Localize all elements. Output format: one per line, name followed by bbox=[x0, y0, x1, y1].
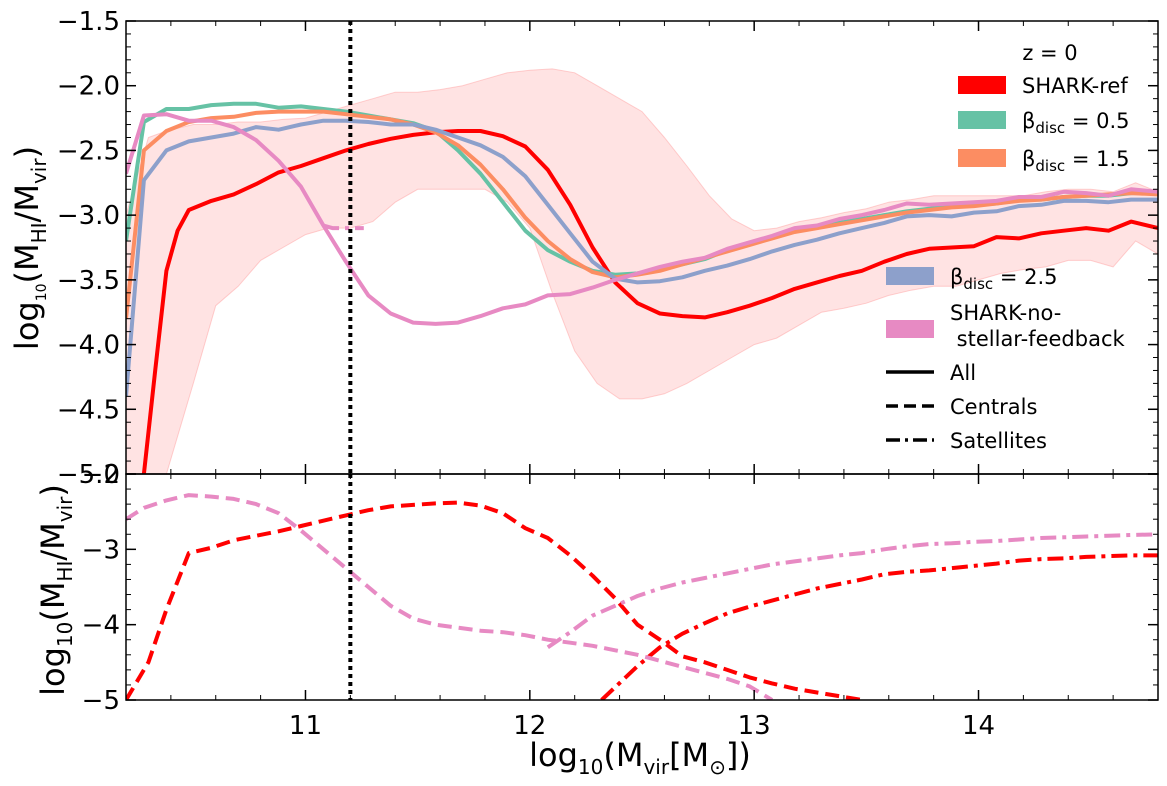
xlabel: log10(Mvir[M⊙]) bbox=[529, 736, 751, 779]
legend-swatch-beta-0-5 bbox=[958, 111, 1006, 129]
legend-label-shark-no-feedback-2: stellar-feedback bbox=[950, 327, 1125, 351]
legend-label-shark-no-feedback-1: SHARK-no- bbox=[950, 301, 1061, 325]
xtick-label: 14 bbox=[962, 711, 995, 741]
series-line-top-4 bbox=[126, 112, 1158, 326]
ytick-label-top: −3.0 bbox=[57, 201, 120, 231]
legend-label-shark-ref: SHARK-ref bbox=[1022, 74, 1128, 98]
series-line-bottom-0 bbox=[126, 500, 863, 700]
ytick-label-bottom: −4 bbox=[82, 611, 120, 641]
legend-label-beta-1-5: βdisc = 1.5 bbox=[1022, 147, 1130, 175]
legend-swatch-shark-no-feedback bbox=[886, 320, 934, 338]
bottom-ylabel: log10(MHI/Mvir) bbox=[34, 484, 77, 696]
ytick-label-bottom: −3 bbox=[82, 535, 120, 565]
xtick-label: 12 bbox=[513, 711, 546, 741]
legend-label-all: All bbox=[950, 361, 976, 385]
series-line-bottom-2 bbox=[126, 493, 774, 700]
bottom-panel-frame bbox=[125, 473, 1159, 701]
xtick-label: 13 bbox=[738, 711, 771, 741]
legend-swatch-shark-ref bbox=[958, 76, 1006, 94]
legend: z = 0 SHARK-ref βdisc = 0.5 βdisc = 1.5 … bbox=[886, 41, 1130, 453]
ytick-label-top: −3.5 bbox=[57, 266, 120, 296]
series-line-bottom-3 bbox=[546, 532, 1158, 649]
series-line-top-5 bbox=[322, 223, 364, 231]
legend-label-centrals: Centrals bbox=[950, 395, 1037, 419]
series-line-bottom-1 bbox=[600, 553, 1158, 700]
ytick-label-top: −2.0 bbox=[57, 72, 120, 102]
ytick-label-top: −5.0 bbox=[57, 460, 120, 490]
legend-swatch-beta-1-5 bbox=[958, 149, 1006, 167]
top-ylabel: log10(MHI/Mvir) bbox=[8, 146, 51, 350]
legend-label-beta-2-5: βdisc = 2.5 bbox=[950, 265, 1058, 293]
ytick-label-bottom: −5 bbox=[82, 686, 120, 716]
legend-title: z = 0 bbox=[1022, 41, 1077, 65]
series-line-top-3 bbox=[126, 118, 1158, 397]
ytick-label-top: −1.5 bbox=[57, 7, 120, 37]
bottom-panel: −2 −3 −4 −5 11 12 13 14 bbox=[82, 460, 1159, 741]
ytick-label-bottom: −2 bbox=[82, 460, 120, 490]
legend-label-beta-0-5: βdisc = 0.5 bbox=[1022, 109, 1130, 137]
legend-swatch-beta-2-5 bbox=[886, 267, 934, 285]
xtick-label: 11 bbox=[289, 711, 322, 741]
ytick-label-top: −4.0 bbox=[57, 331, 120, 361]
ytick-label-top: −4.5 bbox=[57, 395, 120, 425]
legend-label-satellites: Satellites bbox=[950, 429, 1047, 453]
series-line-top-0 bbox=[141, 129, 1158, 474]
ytick-label-top: −2.5 bbox=[57, 136, 120, 166]
